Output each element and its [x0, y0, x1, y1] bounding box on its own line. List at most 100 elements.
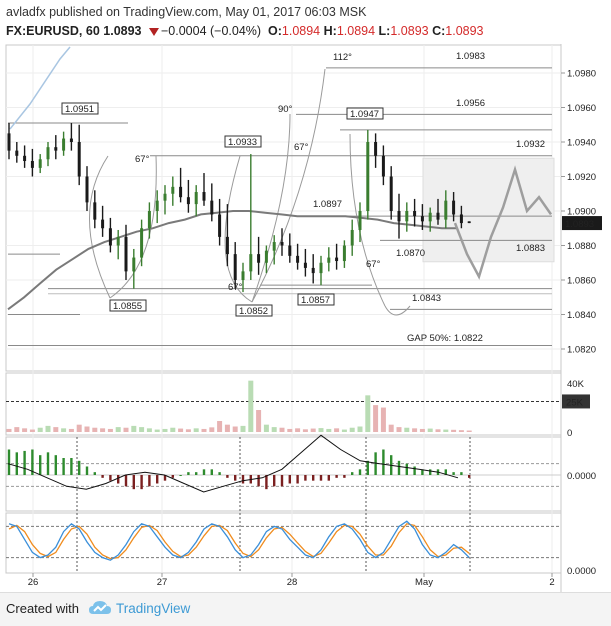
volume-bar	[341, 429, 347, 432]
macd-signal-line	[7, 434, 459, 493]
macd-bar	[39, 455, 42, 475]
author-name[interactable]: avladfx	[6, 5, 46, 19]
volume-bar	[404, 427, 410, 432]
fib-time-arc	[224, 155, 253, 303]
price-tick-label: 1.0940	[567, 138, 596, 149]
volume-bar	[162, 428, 168, 432]
volume-bar	[373, 405, 379, 432]
volume-bar	[443, 429, 449, 432]
down-arrow-icon	[148, 28, 159, 36]
macd-bar	[358, 469, 362, 475]
drawing-label: 112°	[333, 52, 352, 63]
drawing-tools	[7, 46, 555, 347]
volume-bar	[263, 424, 269, 432]
volume-bar	[232, 426, 238, 432]
macd-bar	[234, 475, 237, 481]
volume-bar	[396, 427, 402, 432]
price-label-box	[224, 135, 262, 148]
volume-bar	[302, 429, 308, 432]
chart-area[interactable]: 1.0951 1.0855 1.0933 1.0852 1.0947 1.0857 1.09…	[0, 44, 611, 592]
volume-bar	[287, 428, 293, 432]
volume-bar	[256, 410, 262, 432]
candle-body	[249, 254, 253, 272]
macd-bar	[335, 475, 338, 478]
drawing-label: GAP 50%: 1.0822	[407, 333, 483, 344]
macd-bar	[156, 475, 159, 484]
price-axis: 1.0980 1.0960 1.0940 1.0920 1.0900 1.0880 1.08…	[561, 69, 602, 577]
fib-time-arc	[109, 155, 157, 299]
tradingview-brand[interactable]: TradingView	[116, 601, 191, 616]
macd-bar	[171, 475, 174, 478]
volume-bar	[6, 428, 12, 432]
high-label: H:	[323, 24, 337, 38]
macd-bar	[397, 460, 401, 475]
macd-bar	[23, 450, 26, 475]
price-label: 1.0951	[65, 104, 94, 115]
volume-bar	[61, 428, 67, 432]
symbol-interval[interactable]: FX:EURUSD, 60	[6, 24, 100, 38]
volume-bar	[178, 428, 184, 432]
stochastic-lines	[6, 520, 561, 561]
drawing-label: 1.0843	[412, 293, 441, 304]
macd-bar	[101, 475, 104, 478]
candle-body	[147, 211, 151, 229]
drawing-label: 67°	[366, 259, 381, 270]
volume-bars	[6, 380, 561, 432]
price-label: 1.0933	[228, 137, 257, 148]
volume-bar	[248, 380, 254, 432]
footer: Created with TradingView	[0, 592, 611, 626]
volume-bar	[37, 427, 43, 432]
fib-time-arc	[251, 68, 326, 303]
price-tick-label: 1.0840	[567, 310, 596, 321]
drawing-label: 67°	[294, 142, 309, 153]
volume-ma-tag	[562, 394, 590, 409]
macd-bar	[241, 475, 245, 484]
macd-bar	[218, 472, 221, 475]
macd-bar	[421, 469, 424, 475]
candle-body	[288, 245, 292, 256]
open-label: O:	[268, 24, 282, 38]
macd-bar	[179, 475, 182, 476]
macd-bar	[124, 475, 128, 487]
macd-bar	[117, 475, 120, 484]
volume-bar	[185, 429, 191, 432]
macd-bar	[202, 469, 206, 475]
candle-body	[264, 250, 268, 263]
macd-bar	[78, 460, 81, 475]
macd-bar	[85, 466, 89, 475]
volume-bar	[154, 429, 160, 432]
volume-bar	[193, 428, 199, 432]
macd-bar	[195, 472, 198, 475]
candle-body	[319, 262, 323, 274]
symbol-line: FX:EURUSD, 60 1.0893 −0.0004 (−0.04%) O:…	[6, 24, 484, 38]
created-with-text: Created with	[6, 601, 79, 616]
volume-tick-label: 25K	[566, 397, 584, 408]
stoch-tick-label: 0.0000	[567, 566, 596, 577]
trend-line	[9, 46, 71, 130]
volume-bar	[357, 426, 363, 432]
macd-bar	[296, 475, 299, 484]
candle-body	[155, 200, 159, 211]
macd-tick-label: 0.0000	[567, 471, 596, 482]
candle-body	[85, 176, 89, 203]
candle-body	[366, 142, 370, 211]
candle-body	[179, 186, 183, 198]
drawing-label: 1.0870	[396, 248, 425, 259]
macd-histogram	[6, 434, 561, 493]
macd-bar	[343, 475, 346, 478]
macd-bar	[374, 452, 377, 475]
candle-body	[186, 197, 190, 205]
price-label: 1.0855	[113, 301, 142, 312]
volume-bar	[451, 429, 457, 432]
candle-body	[241, 271, 245, 280]
volume-bar	[435, 429, 441, 432]
macd-bar	[257, 475, 260, 487]
tradingview-cloud-icon[interactable]	[88, 598, 112, 618]
volume-bar	[240, 425, 246, 432]
volume-bar	[170, 427, 176, 432]
candle-body	[218, 214, 222, 237]
drawing-label: 1.0956	[456, 98, 485, 109]
candle-body	[116, 236, 120, 246]
macd-bar	[429, 469, 432, 475]
candle-body	[296, 255, 300, 263]
